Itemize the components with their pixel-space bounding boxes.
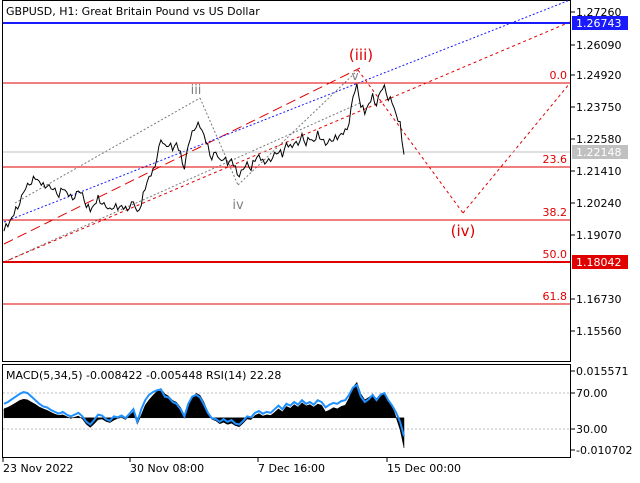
support-price-box <box>572 255 628 269</box>
time-tick: 7 Dec 16:00 <box>258 462 325 475</box>
trend-lines <box>3 0 571 263</box>
fib-label-0: 0.0 <box>550 69 568 82</box>
time-tick: 23 Nov 2022 <box>3 462 73 475</box>
price-axis: 1.27260 1.26090 1.24920 1.23750 1.22580 … <box>571 6 622 338</box>
price-tick: 1.23750 <box>576 101 622 114</box>
time-tick: 15 Dec 00:00 <box>387 462 461 475</box>
indicator-tick: 0.015571 <box>576 365 629 378</box>
fib-label-38-2: 38.2 <box>543 206 568 219</box>
horizontal-levels <box>3 22 570 305</box>
indicator-tick: 30.00 <box>576 423 608 436</box>
fib-label-61-8: 61.8 <box>543 290 568 303</box>
rsi-line <box>3 383 405 437</box>
price-tick: 1.20240 <box>576 197 622 210</box>
price-tick: 1.22580 <box>576 133 622 146</box>
indicator-axis: 0.015571 70.00 30.00 -0.010702 <box>571 365 632 457</box>
price-series-group[interactable] <box>3 83 405 232</box>
current-price-label: 1.22148 <box>576 146 622 159</box>
price-highlights: 1.26743 1.22148 1.18042 <box>572 16 628 269</box>
price-tick: 1.26090 <box>576 39 622 52</box>
price-tick: 1.21410 <box>576 165 622 178</box>
chart-header: GBPUSD, H1: Great Britain Pound vs US Do… <box>6 5 260 18</box>
support-price-label: 1.18042 <box>576 256 622 269</box>
fib-label-23-6: 23.6 <box>543 153 568 166</box>
price-line <box>3 83 405 232</box>
resistance-price-label: 1.26743 <box>576 17 622 30</box>
rsi-series-group[interactable] <box>3 383 405 437</box>
wave-label-iv-big: (iv) <box>451 222 476 240</box>
fib-label-50: 50.0 <box>543 248 568 261</box>
channel-line-upper-gray <box>14 97 201 204</box>
price-tick: 1.15560 <box>576 325 622 338</box>
indicator-levels <box>3 392 570 430</box>
wave-label-iii-small: iii <box>191 83 202 98</box>
price-tick: 1.24920 <box>576 69 622 82</box>
wave-label-iii-big: (iii) <box>349 46 373 64</box>
time-axis: 23 Nov 2022 30 Nov 08:00 7 Dec 16:00 15 … <box>2 458 461 475</box>
channel-line-red-long-dash <box>3 67 361 245</box>
indicator-title: MACD(5,34,5) -0.008422 -0.005448 RSI(14)… <box>6 369 281 382</box>
wave-label-iv-small: iv <box>232 198 244 213</box>
indicator-tick: -0.010702 <box>576 444 632 457</box>
time-tick: 30 Nov 08:00 <box>130 462 204 475</box>
channel-line-blue-dotted <box>3 0 571 223</box>
current-price-box <box>572 145 628 159</box>
fib-labels: 0.0 23.6 38.2 50.0 61.8 <box>543 69 568 303</box>
resistance-price-box <box>572 16 628 30</box>
channel-line-lower-gray <box>3 102 361 263</box>
indicator-tick: 70.00 <box>576 387 608 400</box>
wave-labels: iii iv v (iii) (iv) <box>191 46 476 240</box>
price-tick: 1.27260 <box>576 6 622 19</box>
channel-line-red-dash <box>3 21 571 263</box>
main-chart-frame[interactable] <box>2 0 571 362</box>
price-tick: 1.16730 <box>576 293 622 306</box>
wave-label-v-small: v <box>351 69 358 83</box>
price-tick: 1.19070 <box>576 229 622 242</box>
forecast-leg-up <box>462 82 571 214</box>
